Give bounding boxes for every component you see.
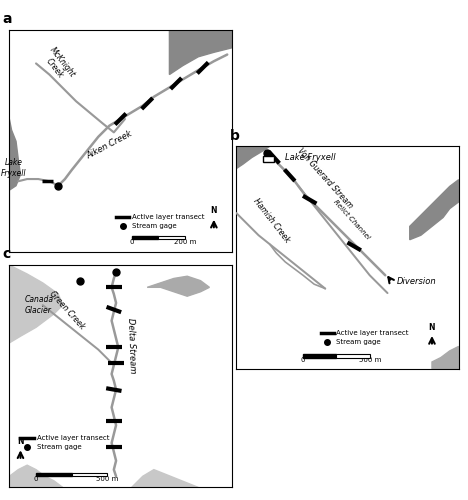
Text: N: N: [211, 206, 217, 216]
Text: Stream gage: Stream gage: [132, 222, 176, 228]
Text: Active layer transect: Active layer transect: [37, 436, 110, 442]
Polygon shape: [132, 470, 198, 488]
Text: c: c: [3, 248, 11, 262]
Text: 500 m: 500 m: [96, 476, 118, 482]
Text: Active layer transect: Active layer transect: [336, 330, 409, 336]
Bar: [263, 156, 274, 162]
Text: Active layer transect: Active layer transect: [132, 214, 204, 220]
Text: a: a: [3, 12, 12, 26]
Text: McKnight
Creek: McKnight Creek: [40, 46, 77, 86]
Polygon shape: [236, 146, 270, 169]
Polygon shape: [169, 30, 232, 74]
Bar: [72, 473, 107, 476]
Text: Diversion: Diversion: [396, 277, 436, 286]
Polygon shape: [410, 180, 459, 240]
Polygon shape: [147, 276, 210, 296]
Text: Stream gage: Stream gage: [336, 339, 381, 345]
Text: Relict Channel: Relict Channel: [333, 199, 371, 240]
Text: Hamish Creek: Hamish Creek: [252, 196, 292, 244]
Polygon shape: [432, 346, 459, 368]
Bar: [132, 236, 158, 239]
Text: N: N: [17, 437, 24, 446]
Text: Lake
Fryxell: Lake Fryxell: [1, 158, 27, 178]
Text: Von Guerard Stream: Von Guerard Stream: [296, 146, 355, 210]
Text: Aiken Creek: Aiken Creek: [85, 130, 134, 161]
Polygon shape: [9, 119, 21, 252]
Bar: [336, 354, 370, 358]
Text: Canada
Glacier: Canada Glacier: [25, 296, 54, 315]
Bar: [303, 354, 336, 358]
Text: Green Creek: Green Creek: [48, 290, 87, 332]
Text: 500 m: 500 m: [358, 357, 381, 363]
Text: Delta Stream: Delta Stream: [126, 318, 137, 374]
Text: Stream gage: Stream gage: [37, 444, 82, 450]
Polygon shape: [9, 265, 63, 343]
Text: Lake Fryxell: Lake Fryxell: [285, 152, 336, 162]
Polygon shape: [9, 465, 63, 487]
Text: 0: 0: [34, 476, 38, 482]
Bar: [36, 473, 72, 476]
Text: 200 m: 200 m: [174, 238, 196, 244]
Text: b: b: [230, 128, 240, 142]
Text: 0: 0: [301, 357, 305, 363]
Text: N: N: [429, 322, 435, 332]
Bar: [158, 236, 185, 239]
Text: 0: 0: [129, 238, 134, 244]
